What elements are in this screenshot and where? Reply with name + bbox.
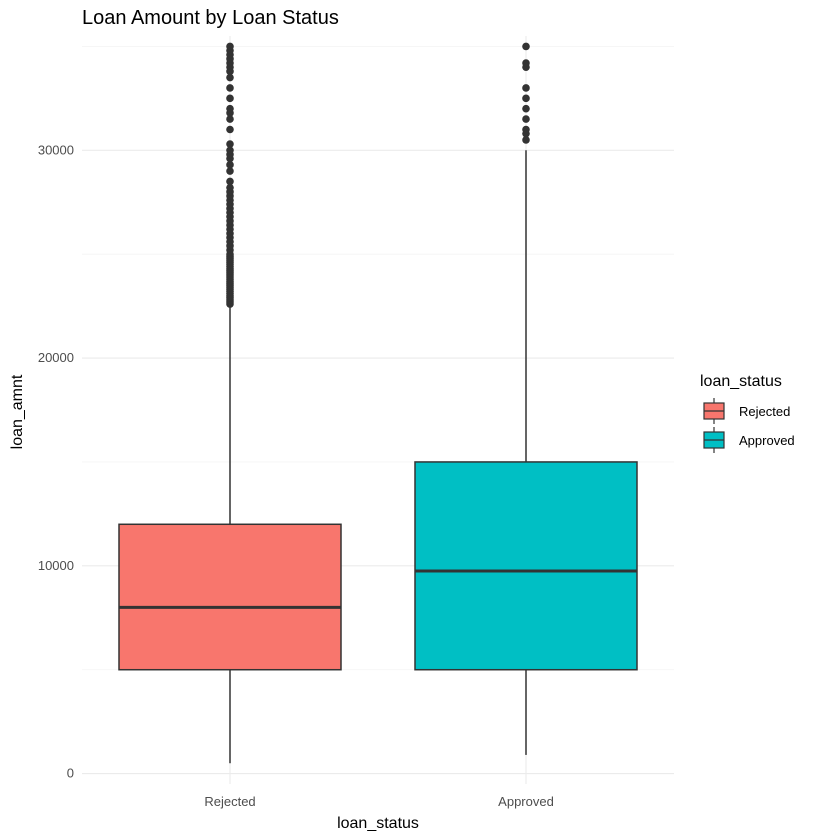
outlier-point — [522, 59, 530, 67]
y-tick-label: 20000 — [38, 350, 74, 365]
outlier-point — [226, 146, 234, 155]
y-axis-title: loan_amnt — [9, 374, 26, 449]
box-approved — [414, 42, 638, 755]
gridlines — [82, 36, 674, 784]
outlier-point — [522, 125, 530, 134]
outlier-point — [522, 84, 530, 92]
x-axis-ticks: Rejected Approved — [204, 794, 553, 809]
y-tick-label: 0 — [67, 766, 74, 781]
legend: loan_status Rejected Approved — [700, 373, 795, 453]
chart-title: Loan Amount by Loan Status — [82, 7, 339, 29]
box-rejected — [118, 42, 342, 764]
outlier-point — [226, 115, 234, 123]
y-tick-label: 30000 — [38, 142, 74, 157]
outlier-point — [522, 104, 530, 113]
y-tick-label: 10000 — [38, 558, 74, 573]
outlier-point — [226, 167, 234, 175]
outlier-point — [226, 177, 234, 186]
outlier-point — [226, 73, 234, 82]
outlier-point — [226, 125, 234, 134]
outlier-point — [226, 84, 234, 92]
box-iqr — [414, 461, 638, 671]
outlier-point — [226, 183, 234, 192]
outlier-point — [522, 136, 530, 144]
x-tick-label: Rejected — [204, 794, 255, 809]
legend-item-approved: Approved — [703, 427, 795, 453]
outlier-point — [226, 104, 234, 113]
box-iqr — [118, 523, 342, 671]
outlier-point — [522, 115, 530, 123]
legend-label: Approved — [739, 433, 795, 448]
legend-item-rejected: Rejected — [703, 398, 790, 424]
outlier-point — [226, 161, 234, 169]
outlier-point — [226, 140, 234, 148]
outlier-point — [226, 42, 234, 51]
x-axis-title: loan_status — [337, 815, 419, 832]
legend-title: loan_status — [700, 373, 782, 390]
outlier-point — [522, 94, 530, 103]
boxes — [118, 42, 638, 764]
outlier-point — [522, 42, 530, 51]
legend-label: Rejected — [739, 404, 790, 419]
x-tick-label: Approved — [498, 794, 554, 809]
outlier-point — [226, 94, 234, 103]
y-axis-ticks: 0 10000 20000 30000 — [38, 142, 74, 780]
